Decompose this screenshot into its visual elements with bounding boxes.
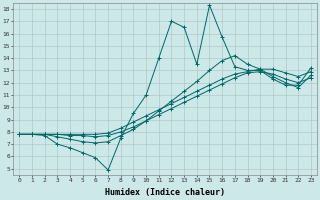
X-axis label: Humidex (Indice chaleur): Humidex (Indice chaleur)	[105, 188, 225, 197]
